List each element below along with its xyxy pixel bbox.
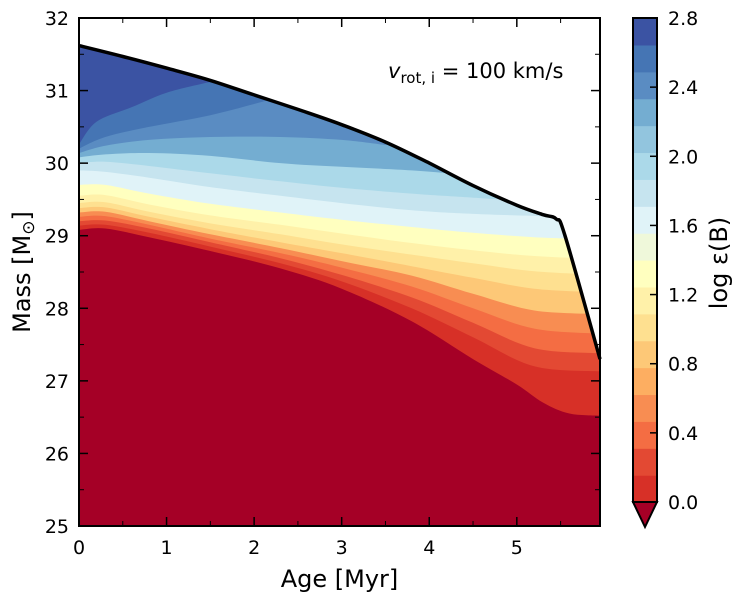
y-tick-label: 27 — [45, 371, 69, 393]
colorbar-tick-label: 1.6 — [668, 215, 698, 237]
colorbar-band — [633, 44, 657, 73]
colorbar-band — [633, 421, 657, 449]
y-axis-ticks: 25 26 27 28 29 30 31 32 — [45, 8, 600, 538]
colorbar-tick-label: 2.4 — [668, 77, 698, 99]
colorbar-band — [633, 286, 657, 315]
x-tick-label: 4 — [423, 537, 435, 559]
contour-band-0 — [79, 228, 600, 526]
annotation-vrot: vrot, i = 100 km/s — [388, 59, 563, 87]
colorbar-band — [633, 313, 657, 342]
y-tick-label: 30 — [45, 153, 69, 175]
colorbar-label: log ε(B) — [705, 217, 733, 309]
colorbar-tick-label: 0.4 — [668, 423, 698, 445]
x-tick-label: 2 — [248, 537, 260, 559]
colorbar-band — [633, 475, 657, 503]
y-tick-label: 32 — [45, 8, 69, 30]
colorbar-tick-label: 0.0 — [668, 492, 698, 514]
colorbar-frame — [632, 17, 658, 503]
colorbar: 0.0 0.4 0.8 1.2 1.6 2.0 2.4 2.8 — [631, 8, 698, 530]
colorbar-tick-label: 1.2 — [668, 285, 698, 307]
y-tick-label: 28 — [45, 298, 69, 320]
colorbar-tick-label: 0.8 — [668, 354, 698, 376]
colorbar-band — [633, 179, 657, 207]
x-tick-label: 0 — [73, 537, 85, 559]
y-axis-label: Mass [M⊙] — [8, 211, 39, 333]
y-tick-label: 31 — [45, 81, 69, 103]
x-axis-ticks: 0 1 2 3 4 5 — [73, 18, 562, 559]
colorbar-band — [633, 448, 657, 476]
y-tick-label: 25 — [45, 516, 69, 538]
colorbar-band — [633, 125, 657, 154]
x-tick-label: 1 — [161, 537, 173, 559]
x-tick-label: 3 — [336, 537, 348, 559]
colorbar-band — [633, 367, 657, 396]
colorbar-band — [633, 260, 657, 288]
colorbar-tick-label: 2.8 — [668, 8, 698, 30]
region-above-boundary-mask — [79, 18, 600, 360]
y-tick-label: 26 — [45, 443, 69, 465]
x-axis-label: Age [Myr] — [281, 565, 399, 593]
colorbar-band — [633, 206, 657, 234]
x-tick-label: 5 — [511, 537, 523, 559]
colorbar-ticks: 0.0 0.4 0.8 1.2 1.6 2.0 2.4 2.8 — [650, 8, 698, 514]
colorbar-band — [633, 18, 657, 46]
colorbar-min-extend — [631, 501, 659, 530]
colorbar-band — [633, 71, 657, 100]
plot-area: 0 1 2 3 4 5 25 26 27 28 29 30 31 32 — [45, 8, 602, 559]
upper-boundary-line — [78, 43, 602, 360]
colorbar-band — [633, 233, 657, 261]
colorbar-band — [633, 98, 657, 127]
colorbar-tick-label: 2.0 — [668, 146, 698, 168]
colorbar-bands — [633, 18, 657, 503]
y-tick-label: 29 — [45, 226, 69, 248]
colorbar-band — [633, 394, 657, 422]
contour-bands — [79, 18, 600, 526]
